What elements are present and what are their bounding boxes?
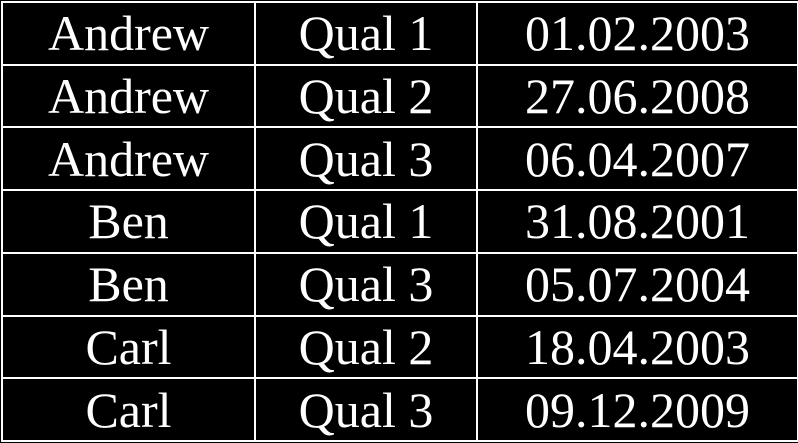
qualification-cell: Qual 1 — [254, 1, 478, 66]
date-cell: 01.02.2003 — [476, 1, 798, 66]
name-cell: Andrew — [1, 63, 256, 129]
name-cell: Carl — [1, 377, 256, 442]
date-cell: 05.07.2004 — [476, 251, 798, 317]
table-row: Andrew Qual 1 01.02.2003 — [1, 1, 798, 66]
name-cell: Ben — [1, 251, 256, 317]
date-cell: 18.04.2003 — [476, 314, 798, 380]
date-cell: 27.06.2008 — [476, 63, 798, 129]
name-cell: Andrew — [1, 1, 256, 66]
qualification-cell: Qual 2 — [254, 63, 478, 129]
table-row: Andrew Qual 3 06.04.2007 — [1, 126, 798, 192]
qualification-cell: Qual 1 — [254, 189, 478, 254]
date-cell: 09.12.2009 — [476, 377, 798, 442]
name-cell: Carl — [1, 314, 256, 380]
table-row: Ben Qual 1 31.08.2001 — [1, 189, 798, 254]
table-row: Carl Qual 3 09.12.2009 — [1, 377, 798, 442]
name-cell: Ben — [1, 189, 256, 254]
qualification-cell: Qual 2 — [254, 314, 478, 380]
qualification-cell: Qual 3 — [254, 126, 478, 192]
qualification-cell: Qual 3 — [254, 251, 478, 317]
name-cell: Andrew — [1, 126, 256, 192]
table-row: Andrew Qual 2 27.06.2008 — [1, 63, 798, 129]
table-row: Ben Qual 3 05.07.2004 — [1, 251, 798, 317]
date-cell: 06.04.2007 — [476, 126, 798, 192]
table-row: Carl Qual 2 18.04.2003 — [1, 314, 798, 380]
date-cell: 31.08.2001 — [476, 189, 798, 254]
qualification-cell: Qual 3 — [254, 377, 478, 442]
